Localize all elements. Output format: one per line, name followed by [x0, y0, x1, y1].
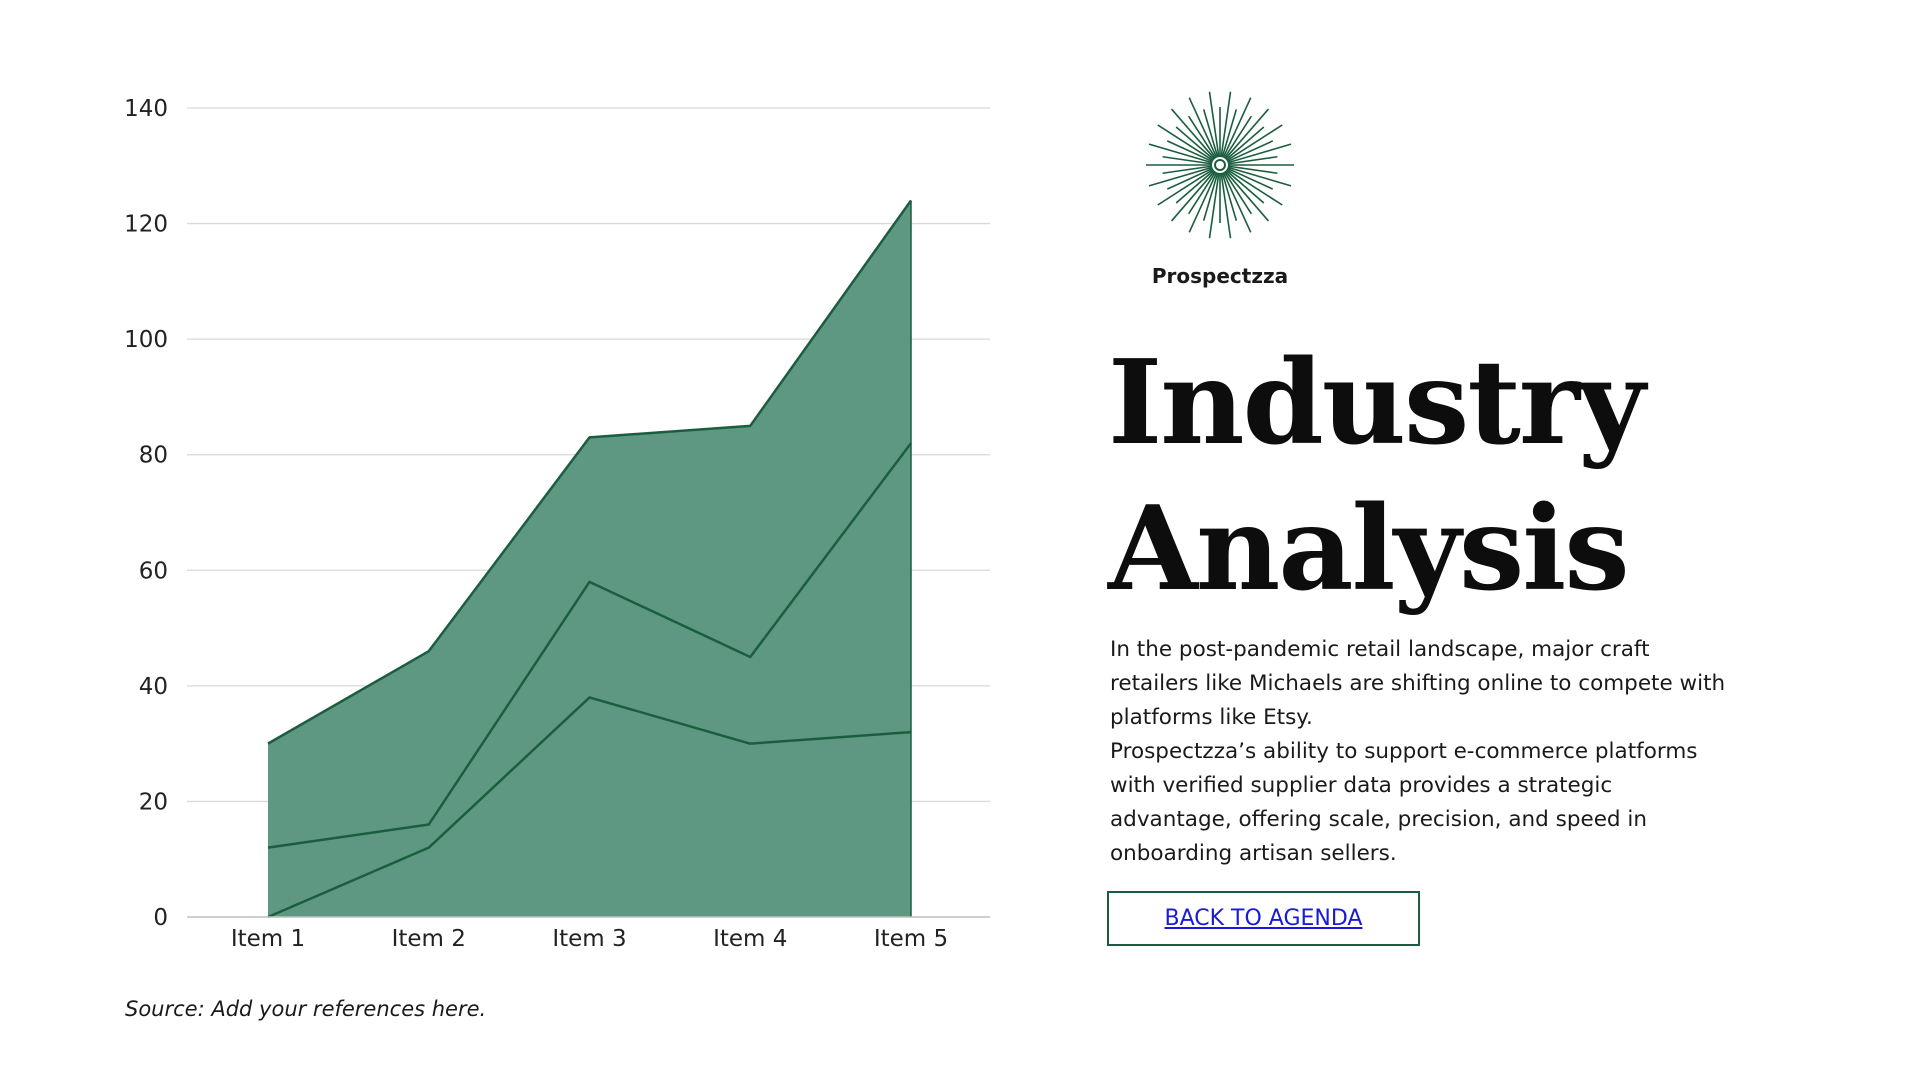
logo-ray — [1170, 108, 1216, 160]
logo-ray — [1227, 165, 1278, 175]
logo-ray — [1208, 172, 1220, 239]
back-to-agenda-link[interactable]: BACK TO AGENDA — [1164, 906, 1363, 931]
logo-ray — [1202, 172, 1219, 221]
logo-ray — [1162, 165, 1213, 175]
body-paragraph-2: Prospectzza’s ability to support e-comme… — [1110, 739, 1698, 866]
x-tick-label: Item 2 — [392, 926, 466, 952]
logo-ray — [1187, 171, 1217, 215]
body-paragraph-1: In the post-pandemic retail landscape, m… — [1110, 637, 1726, 730]
x-tick-label: Item 5 — [874, 926, 948, 952]
brand-name: Prospectzza — [1151, 264, 1289, 288]
logo-ray — [1166, 140, 1214, 163]
logo-ray — [1221, 172, 1238, 221]
logo-ray — [1157, 124, 1214, 162]
logo-ray — [1148, 166, 1213, 187]
area-band-1 — [268, 697, 911, 917]
logo-ray — [1227, 143, 1292, 164]
logo-ray — [1220, 172, 1232, 239]
logo-ray — [1166, 167, 1214, 190]
logo-ray — [1224, 108, 1270, 160]
back-to-agenda-button[interactable]: BACK TO AGENDA — [1107, 891, 1420, 946]
logo-ray — [1226, 168, 1283, 206]
logo-ray — [1226, 167, 1274, 190]
logo-ray — [1227, 155, 1278, 165]
chart-areas — [268, 200, 911, 917]
y-tick-label: 120 — [124, 212, 168, 238]
logo-ray — [1220, 91, 1232, 158]
logo-ray — [1188, 171, 1218, 233]
logo-ray — [1162, 155, 1213, 165]
logo-ray — [1148, 143, 1213, 164]
y-tick-label: 0 — [153, 905, 168, 931]
y-tick-label: 140 — [124, 96, 168, 122]
logo-ray — [1225, 169, 1265, 204]
logo-ray — [1208, 91, 1220, 158]
y-tick-label: 40 — [139, 674, 168, 700]
area-band-3 — [268, 200, 911, 848]
x-tick-label: Item 4 — [713, 926, 787, 952]
x-tick-label: Item 3 — [552, 926, 626, 952]
y-axis-tick-labels: 0 20 40 60 80 100 120 140 — [124, 96, 168, 931]
logo-ray — [1188, 97, 1218, 159]
logo-ray — [1225, 126, 1265, 161]
page-title-line-2: Analysis — [1108, 481, 1630, 617]
page-title: Industry Analysis — [1108, 330, 1645, 622]
y-tick-label: 100 — [124, 327, 168, 353]
logo-ray — [1202, 109, 1219, 158]
brand-logo: Prospectzza — [1130, 88, 1310, 288]
logo-ray — [1157, 168, 1214, 206]
logo-ray — [1227, 166, 1292, 187]
logo-ray — [1175, 126, 1215, 161]
y-tick-label: 20 — [139, 789, 168, 815]
logo-ray — [1223, 171, 1253, 215]
logo-ray — [1226, 140, 1274, 163]
logo-ray — [1222, 171, 1252, 233]
page-title-line-1: Industry — [1108, 335, 1645, 471]
x-axis-tick-labels: Item 1 Item 2 Item 3 Item 4 Item 5 — [231, 926, 948, 952]
body-text: In the post-pandemic retail landscape, m… — [1110, 633, 1730, 871]
y-tick-label: 80 — [139, 443, 168, 469]
logo-ray — [1175, 169, 1215, 204]
logo-ray — [1170, 170, 1216, 222]
y-tick-label: 60 — [139, 558, 168, 584]
area-band-2 — [268, 443, 911, 917]
source-note: Source: Add your references here. — [125, 997, 487, 1021]
logo-ray — [1221, 109, 1238, 158]
series-line-1 — [267, 696, 912, 919]
series-line-2 — [267, 442, 912, 849]
logo-ray — [1226, 124, 1283, 162]
x-tick-label: Item 1 — [231, 926, 305, 952]
starburst-icon — [1146, 91, 1294, 239]
logo-ray — [1224, 170, 1270, 222]
logo-center — [1214, 159, 1226, 171]
series-line-3 — [267, 199, 913, 745]
chart-series-lines — [267, 199, 913, 919]
logo-ray — [1222, 97, 1252, 159]
logo-ray — [1187, 115, 1217, 159]
logo-ray — [1223, 115, 1253, 159]
